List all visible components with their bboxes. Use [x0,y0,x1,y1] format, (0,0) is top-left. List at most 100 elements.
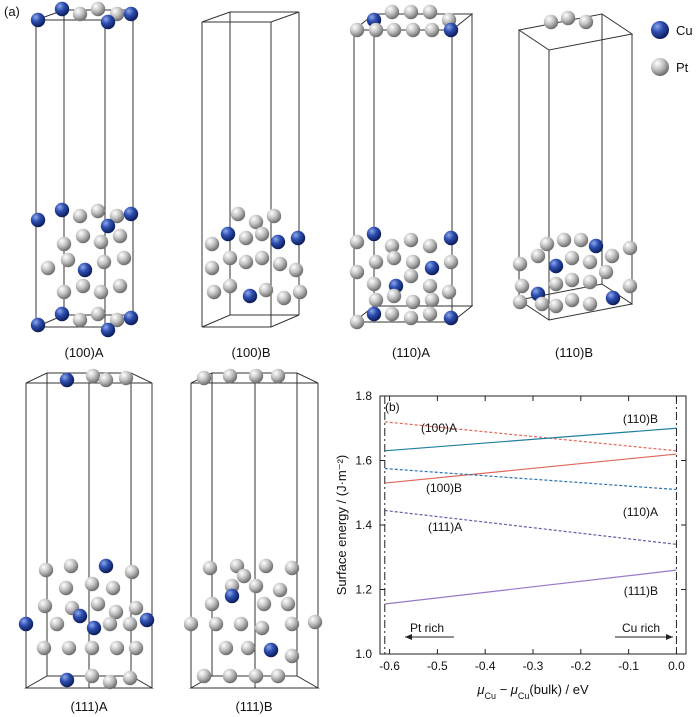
pt-atom [56,284,72,300]
pt-atom [105,580,121,596]
cu-atom [59,372,75,388]
pt-atom [256,596,272,612]
pt-atom [534,296,550,312]
legend-pt-label: Pt [676,60,689,75]
pt-atom [422,4,438,20]
x-tick-label: -0.5 [427,659,448,673]
structure-label-100a: (100)A [64,345,103,360]
pt-atom [98,372,114,388]
pt-atom [386,250,402,266]
pt-atom [112,228,128,244]
pt-atom [443,254,459,270]
pt-atom [238,254,254,270]
pt-atom [116,250,132,266]
legend-cu-label: Cu [676,23,693,38]
series-label-111b: (111)B [624,584,658,598]
cu-atom [588,238,604,254]
cu-atom [18,616,34,632]
pt-atom [238,230,254,246]
pt-atom [270,668,286,684]
pt-atom [63,558,79,574]
structure-100a-frame [35,9,134,328]
pt-atom [254,250,270,266]
pt-atom [90,596,106,612]
pt-atom [72,208,88,224]
pt-atom [102,616,118,632]
cu-atom [86,620,102,636]
panel-a-label: (a) [4,4,20,19]
pt-atom [109,312,125,328]
pt-atom [196,668,212,684]
pt-atom [96,254,112,270]
y-tick-label: 1.8 [355,389,372,403]
cu-atom [366,226,382,242]
pt-atom [543,14,559,30]
pt-atom [38,562,54,578]
pt-atom [102,674,118,690]
pt-atom [266,208,282,224]
structure-label-110a: (110)A [392,345,430,360]
series-line-100a [384,421,677,452]
pt-atom [349,314,365,330]
atoms-layer [18,1,638,690]
legend-cu-swatch [651,21,669,39]
pt-atom [218,640,234,656]
legend: Cu Pt [651,21,693,76]
pt-atom [405,294,421,310]
series-line-100b [384,453,677,484]
pt-atom [349,234,365,250]
pt-atom [248,578,264,594]
pt-atom [128,600,144,616]
pt-atom [124,564,140,580]
cu-atom [77,262,93,278]
pt-atom [204,236,220,252]
x-tick-label: 0.0 [668,659,685,673]
cu-atom [123,206,139,222]
cu-atom [72,608,88,624]
cu-atom [366,306,382,322]
pt-atom [254,226,270,242]
structure-111b-frame [189,372,320,689]
pt-atom [224,578,240,594]
cu-atom [443,310,459,326]
pt-atom [109,208,125,224]
x-axis-label-tail: (bulk) / eV [529,682,589,697]
pt-atom [512,294,528,310]
x-axis-label-sub1: Cu [484,691,496,701]
y-tick-label: 1.4 [355,518,372,532]
pt-atom [222,250,238,266]
series-label-111a: (111)A [428,520,462,534]
pt-atom [122,670,138,686]
pt-atom [564,250,580,266]
cu-atom [59,672,75,688]
series-label-110a: (110)A [623,505,658,519]
pt-atom [384,306,400,322]
pt-atom [118,370,134,386]
pt-atom [37,598,53,614]
series-line-111b [384,569,677,605]
series-line-110b [384,427,677,452]
pt-atom [384,4,400,20]
pt-atom [222,668,238,684]
pt-atom [556,232,572,248]
pt-atom [72,312,88,328]
series-label-110b: (110)B [623,412,658,426]
pt-atom [258,282,274,298]
cu-atom [424,260,440,276]
pt-atom [368,254,384,270]
cu-atom [54,306,70,322]
pt-atom [604,248,620,264]
cu-atom [98,558,114,574]
pt-atom [386,22,402,38]
cu-atom [242,288,258,304]
pt-atom [422,278,438,294]
x-tick-label: -0.4 [475,659,496,673]
pt-atom [204,596,220,612]
x-axis-label-mu1: μ [476,682,484,697]
x-tick-label: -0.6 [379,659,400,673]
cu-atom [30,12,46,28]
pt-atom [530,248,546,264]
pt-atom [93,284,109,300]
structure-label-111a: (111)A [70,699,107,714]
